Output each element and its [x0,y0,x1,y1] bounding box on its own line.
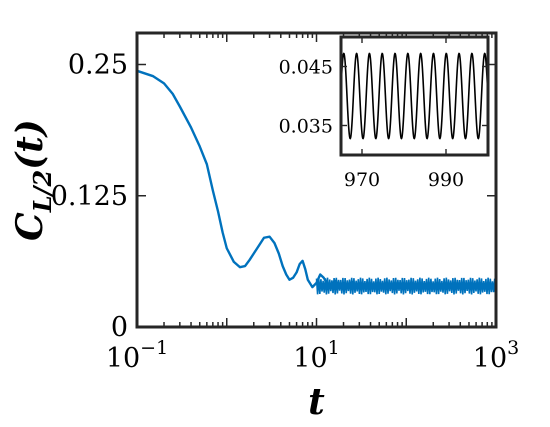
series-line [137,69,496,291]
x-tick-label: 103 [473,337,519,374]
inset-y-tick-label: 0.045 [279,57,333,79]
inset-x-tick-label: 990 [428,169,464,191]
x-tick-label: 10−1 [106,337,168,374]
y-axis-label: CL/2(t) [9,119,57,241]
inset-x-tick-label: 970 [344,169,380,191]
inset-y-tick-label: 0.035 [279,116,333,138]
y-tick-label: 0.125 [51,181,128,212]
x-tick-label: 101 [293,337,339,374]
y-tick-label: 0.25 [68,50,128,81]
inset-frame [339,35,490,157]
y-tick-label: 0 [111,312,128,343]
x-axis-label: t [308,381,325,423]
main-plot: 10−1 101 103 0 0.125 0.25 t CL/2(t) [9,31,519,423]
inset-plot: 970 990 0.035 0.045 [279,35,490,191]
inset-series-line [341,52,488,140]
